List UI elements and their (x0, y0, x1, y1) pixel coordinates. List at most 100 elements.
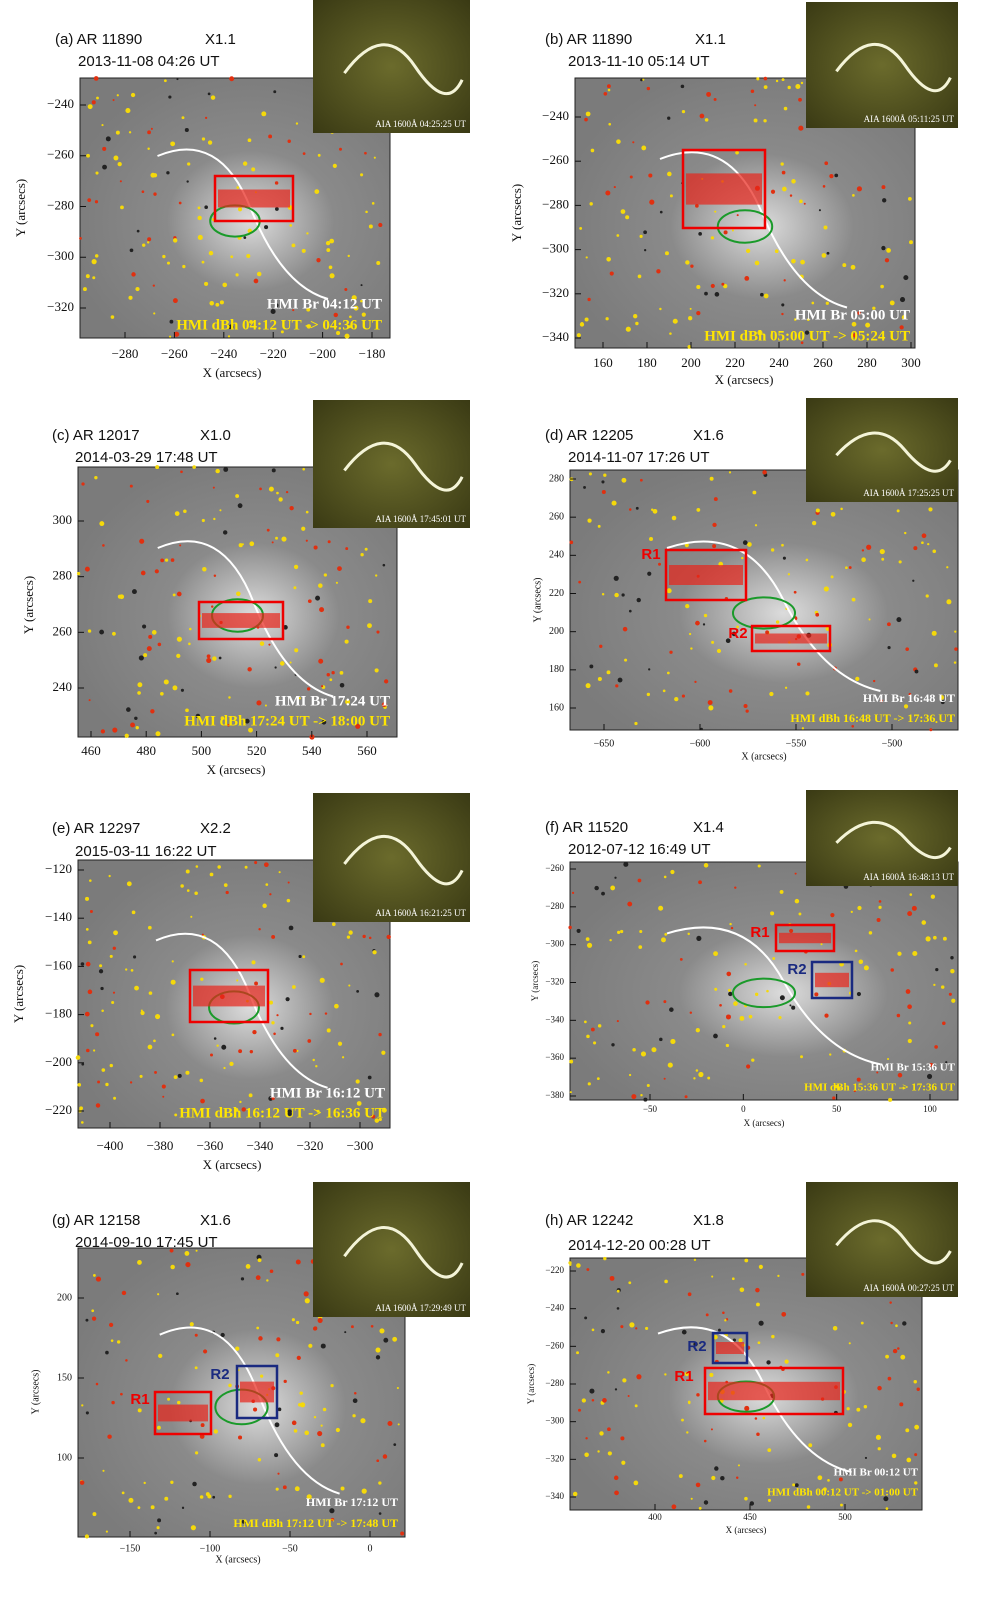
speckle (731, 927, 733, 929)
speckle (744, 1259, 748, 1263)
speckle (195, 1334, 198, 1337)
speckle (674, 697, 678, 701)
speckle (195, 1451, 198, 1454)
x-tick-label: 480 (136, 743, 156, 758)
speckle (318, 583, 323, 588)
y-tick-label: −340 (542, 329, 569, 344)
speckle (887, 646, 890, 649)
speckle (365, 548, 368, 551)
speckle (376, 261, 380, 265)
speckle (771, 1335, 774, 1338)
speckle (86, 928, 89, 931)
speckle (698, 880, 702, 884)
flare-class: X1.0 (200, 427, 231, 444)
flare-time: 2013-11-10 05:14 UT (568, 53, 709, 70)
flare-class: X1.6 (200, 1212, 231, 1229)
speckle (348, 930, 352, 934)
speckle (92, 100, 96, 104)
speckle (946, 566, 948, 568)
x-tick-label: 300 (901, 355, 921, 370)
speckle (383, 564, 386, 567)
speckle (653, 509, 658, 514)
speckle (603, 92, 607, 96)
speckle (669, 1007, 674, 1012)
x-tick-label: 0 (741, 1104, 746, 1114)
speckle (647, 1084, 650, 1087)
speckle (588, 1082, 591, 1085)
speckle (92, 259, 97, 264)
speckle (949, 993, 952, 996)
dbh-label: HMI dBh 16:12 UT -> 16:36 UT (179, 1105, 385, 1121)
speckle (913, 546, 917, 550)
speckle (759, 1321, 764, 1326)
speckle (173, 238, 177, 242)
speckle (90, 910, 93, 913)
speckle (174, 1075, 178, 1079)
speckle (296, 1260, 301, 1265)
speckle (288, 881, 290, 883)
speckle (572, 892, 574, 894)
speckle (890, 968, 894, 972)
speckle (807, 1505, 810, 1508)
speckle (726, 1044, 729, 1047)
region-label: R2 (687, 1338, 706, 1355)
speckle (904, 532, 906, 534)
speckle (179, 202, 182, 205)
speckle (605, 317, 608, 320)
speckle (857, 992, 861, 996)
speckle (849, 1342, 851, 1344)
speckle (354, 1392, 357, 1395)
speckle (888, 1098, 892, 1102)
speckle (254, 279, 259, 284)
speckle (268, 135, 272, 139)
speckle (886, 248, 891, 253)
speckle (776, 620, 779, 623)
x-tick-label: −500 (882, 738, 903, 749)
speckle (633, 314, 637, 318)
speckle (250, 1050, 253, 1053)
speckle (348, 984, 350, 986)
speckle (269, 893, 271, 895)
speckle (378, 223, 382, 227)
speckle (704, 614, 707, 617)
speckle (265, 704, 267, 706)
speckle (272, 541, 274, 543)
speckle (781, 303, 784, 306)
speckle (364, 152, 367, 155)
speckle (276, 1337, 280, 1341)
flare-time: 2014-03-29 17:48 UT (75, 449, 218, 466)
speckle (320, 978, 325, 983)
speckle (861, 1322, 864, 1325)
speckle (220, 300, 224, 304)
speckle (578, 1409, 581, 1412)
speckle (106, 136, 111, 141)
speckle (266, 1279, 268, 1281)
speckle (767, 1448, 771, 1452)
x-tick-label: 450 (743, 1512, 757, 1522)
speckle (150, 709, 154, 713)
speckle (228, 1384, 232, 1388)
speckle (628, 1281, 631, 1284)
speckle (211, 605, 213, 607)
x-tick-label: 540 (302, 743, 322, 758)
speckle (293, 586, 296, 589)
speckle (369, 937, 372, 940)
speckle (812, 521, 816, 525)
speckle (616, 139, 621, 144)
speckle (383, 1454, 387, 1458)
x-tick-label: −100 (200, 1543, 221, 1554)
speckle (594, 886, 598, 890)
speckle (724, 230, 728, 234)
speckle (667, 672, 670, 675)
speckle (814, 992, 818, 996)
x-tick-label: 520 (247, 743, 267, 758)
speckle (331, 671, 334, 674)
speckle (348, 255, 350, 257)
y-axis-label: Y (arcsecs) (13, 179, 28, 237)
speckle (85, 1012, 90, 1017)
speckle (747, 542, 752, 547)
speckle (728, 989, 731, 992)
speckle (851, 911, 853, 913)
speckle (897, 509, 900, 512)
speckle (214, 1037, 217, 1040)
